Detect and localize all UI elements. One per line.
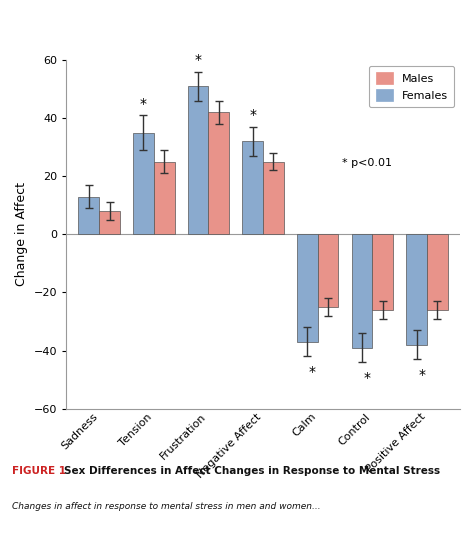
- Bar: [427, 234, 448, 310]
- Text: Changes in affect in response to mental stress in men and women...: Changes in affect in response to mental …: [12, 502, 320, 511]
- Text: FIGURE 1: FIGURE 1: [12, 466, 73, 476]
- Bar: [352, 234, 373, 348]
- Bar: [318, 234, 338, 307]
- Text: *: *: [418, 368, 425, 382]
- Text: *: *: [364, 371, 371, 385]
- Bar: [78, 197, 99, 234]
- Legend: Males, Females: Males, Females: [369, 65, 454, 107]
- Bar: [154, 162, 174, 234]
- Text: *: *: [140, 97, 147, 111]
- Text: *: *: [194, 53, 201, 67]
- Text: Sex Differences in Affect Changes in Response to Mental Stress: Sex Differences in Affect Changes in Res…: [64, 466, 440, 476]
- Y-axis label: Change in Affect: Change in Affect: [15, 183, 28, 286]
- Bar: [99, 211, 120, 234]
- Bar: [209, 112, 229, 234]
- Bar: [373, 234, 393, 310]
- Text: *: *: [249, 108, 256, 123]
- Bar: [406, 234, 427, 345]
- Text: * p<0.01: * p<0.01: [342, 158, 392, 168]
- Bar: [133, 132, 154, 234]
- Bar: [242, 141, 263, 234]
- Bar: [188, 86, 209, 234]
- Bar: [263, 162, 284, 234]
- Bar: [297, 234, 318, 342]
- Text: *: *: [309, 365, 316, 379]
